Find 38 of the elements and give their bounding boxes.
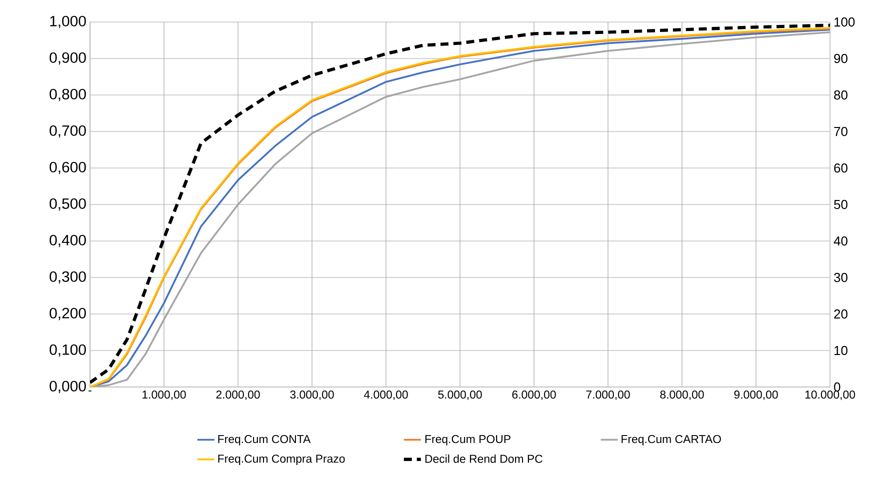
y2-tick-label: 0	[834, 382, 840, 392]
y-tick-label: 0,800	[50, 88, 86, 102]
x-tick-label: 3.000,00	[290, 390, 334, 400]
legend-label: Freq.Cum Compra Prazo	[218, 454, 345, 465]
y2-tick-label: 50	[834, 200, 848, 210]
y-tick-label: 0,200	[50, 308, 86, 320]
y2-tick-label: 10	[834, 346, 848, 356]
legend-label: Freq.Cum CARTAO	[622, 434, 721, 446]
y-tick-label: 1,000	[50, 16, 86, 28]
y-tick-label: 0,500	[50, 198, 86, 211]
y2-tick-label: 60	[834, 163, 848, 173]
x-tick-label: 9.000,00	[734, 390, 778, 400]
y2-tick-label: 80	[834, 90, 848, 100]
y2-tick-label: 20	[834, 309, 848, 319]
y2-tick-label: 100	[834, 17, 855, 27]
x-tick-label: 4.000,00	[364, 390, 408, 400]
y-tick-label: 0,600	[50, 162, 86, 174]
y2-tick-label: 70	[834, 126, 848, 136]
x-tick-label: -	[88, 390, 92, 392]
y-tick-label: 0,900	[50, 52, 86, 65]
x-tick-label: 8.000,00	[660, 390, 704, 400]
legend-label: Freq.Cum POUP	[425, 434, 510, 446]
y2-tick-label: 90	[834, 54, 848, 64]
legend-label: Decil de Rend Dom PC	[425, 454, 542, 463]
x-tick-label: 2.000,00	[216, 390, 260, 400]
y-tick-label: 0,400	[50, 234, 86, 248]
y-tick-label: 0,000	[50, 380, 86, 394]
legend-label: Freq.Cum CONTA	[218, 434, 311, 446]
y-tick-label: 0,700	[50, 125, 86, 138]
x-tick-label: 1.000,00	[142, 390, 186, 400]
y2-tick-label: 40	[834, 236, 848, 246]
y-tick-label: 0,100	[50, 344, 86, 357]
y2-tick-label: 30	[834, 272, 848, 282]
x-tick-label: 10.000,00	[805, 390, 856, 400]
x-tick-label: 6.000,00	[512, 390, 556, 400]
x-tick-label: 5.000,00	[438, 390, 482, 400]
y-tick-label: 0,300	[50, 271, 86, 284]
x-tick-label: 7.000,00	[586, 390, 630, 400]
